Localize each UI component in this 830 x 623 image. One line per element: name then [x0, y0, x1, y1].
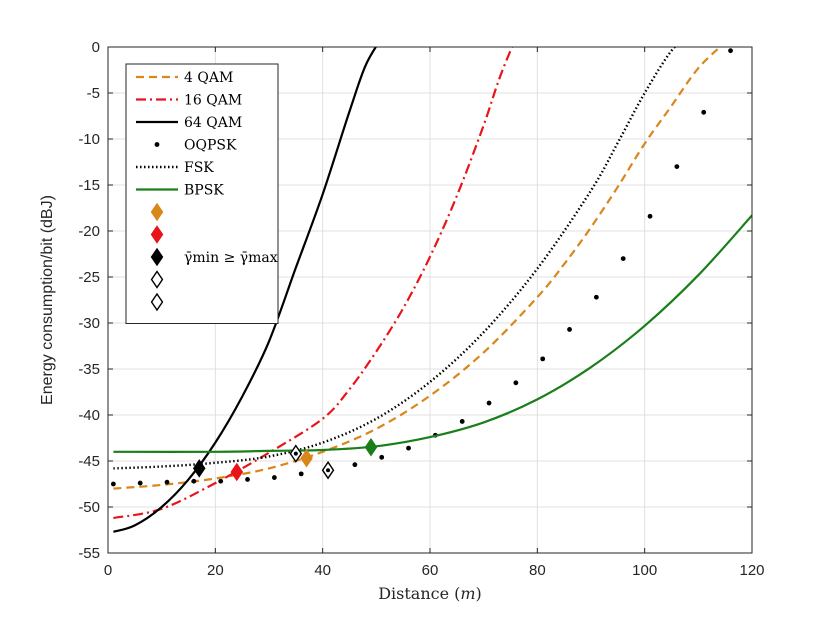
legend-item-oqpsk-swatch	[154, 142, 160, 147]
legend-item-marker-6	[150, 202, 164, 222]
series-oqpsk-point	[701, 109, 707, 115]
series-oqpsk-point	[513, 380, 519, 386]
series-oqpsk-point	[540, 356, 546, 362]
x-tick-label: 20	[207, 562, 224, 579]
series-oqpsk-point	[245, 477, 250, 482]
series-4-qam-line	[113, 47, 722, 490]
series-oqpsk-point	[137, 480, 143, 486]
legend-item-oqpsk-label: OQPSK	[184, 138, 237, 154]
legend-item-16-qam-label: 16 QAM	[184, 93, 242, 109]
legend-item-bpsk-label: BPSK	[184, 183, 224, 199]
series-clip-group	[110, 47, 752, 533]
x-tick-label: 40	[314, 562, 331, 579]
legend-item-64-qam-label: 64 QAM	[184, 115, 242, 131]
series-oqpsk-point	[567, 327, 572, 332]
legend-item-min-max-label: γ̄min ≥ γ̄max	[184, 250, 278, 266]
series-fsk-line	[113, 47, 677, 470]
x-tick-label: 100	[632, 562, 657, 579]
x-axis-label: Distance (m)	[378, 584, 482, 603]
legend-item-min-max-swatch	[150, 247, 164, 267]
series-oqpsk-point	[486, 400, 492, 406]
legend-item-fsk-label: FSK	[184, 160, 214, 176]
legend-item-marker-10	[150, 292, 164, 312]
series-16-qam-line	[113, 47, 514, 520]
x-axis-label-unit-open: (	[449, 584, 460, 603]
legend-item-marker-7	[150, 225, 164, 244]
marker-open-marker-b	[321, 460, 335, 480]
series-layer	[110, 47, 752, 533]
series-64-qam-line	[113, 47, 378, 533]
y-tick-label: -50	[78, 499, 100, 516]
series-oqpsk-point	[298, 471, 304, 477]
marker-64-qam-marker	[192, 459, 206, 478]
legend: 4 QAM 16 QAM 64 QAM OQPSK FSK BPSK γ̄min ≥ γ̄m…	[125, 63, 279, 324]
series-oqpsk-point	[406, 445, 411, 451]
series-oqpsk-point	[379, 454, 385, 460]
marker-open-marker-a	[289, 444, 303, 463]
x-tick-label: 80	[529, 562, 546, 579]
marker-layer	[192, 437, 378, 482]
legend-item-fsk: FSK	[136, 160, 214, 176]
y-tick-label: -25	[78, 269, 100, 286]
legend-item-64-qam: 64 QAM	[136, 115, 242, 131]
series-oqpsk-point	[110, 481, 116, 487]
y-tick-label: -5	[87, 85, 100, 102]
series-bpsk-line	[113, 214, 752, 453]
x-tick-label: 120	[739, 562, 764, 579]
y-tick-label: -15	[78, 177, 100, 194]
series-oqpsk-point	[352, 462, 358, 468]
y-tick-label: -40	[78, 407, 100, 424]
y-tick-label: -10	[78, 131, 100, 148]
y-tick-label: -35	[78, 361, 100, 378]
series-oqpsk-point	[674, 164, 680, 170]
legend-item-marker-9	[150, 270, 164, 289]
legend-item-oqpsk: OQPSK	[154, 138, 237, 154]
y-tick-label: -30	[78, 315, 100, 332]
marker-4-qam-marker	[300, 448, 313, 468]
y-tick-label: 0	[92, 39, 100, 56]
series-oqpsk-point	[164, 479, 170, 485]
series-oqpsk-point	[218, 478, 224, 484]
series-oqpsk-point	[271, 475, 277, 480]
legend-item-bpsk: BPSK	[136, 183, 224, 199]
series-oqpsk-point	[728, 48, 733, 54]
legend-item-marker-9-swatch	[150, 270, 164, 289]
series-oqpsk-point	[191, 478, 197, 484]
legend-item-marker-6-swatch	[150, 202, 164, 222]
legend-item-4-qam: 4 QAM	[136, 70, 233, 86]
legend-item-marker-7-swatch	[150, 225, 164, 244]
marker-bpsk-marker	[364, 437, 378, 457]
legend-item-min-max: γ̄min ≥ γ̄max	[150, 247, 278, 267]
legend-item-marker-10-swatch	[150, 292, 164, 312]
series-oqpsk-point	[459, 419, 465, 424]
y-tick-label: -55	[78, 545, 100, 562]
series-oqpsk-point	[620, 256, 626, 261]
series-oqpsk-point	[593, 294, 599, 300]
x-tick-label: 60	[422, 562, 439, 579]
legend-item-16-qam: 16 QAM	[136, 93, 242, 109]
axis-ticks: 0 20 40 60 80 100 120-55-50-45-40-35-30-25-20-…	[78, 39, 764, 579]
x-tick-label: 0	[104, 562, 112, 579]
x-axis-label-text: Distance	[378, 584, 449, 603]
y-tick-label: -45	[78, 453, 100, 470]
series-oqpsk-point	[647, 213, 653, 219]
marker-16-qam-marker	[230, 462, 244, 482]
y-axis-label: Energy consumption/bit (dBJ)	[39, 195, 56, 405]
x-axis-label-unit-close: )	[476, 584, 482, 603]
y-tick-label: -20	[78, 223, 100, 240]
x-axis-label-unit: m	[460, 584, 475, 603]
legend-item-4-qam-label: 4 QAM	[184, 70, 233, 86]
